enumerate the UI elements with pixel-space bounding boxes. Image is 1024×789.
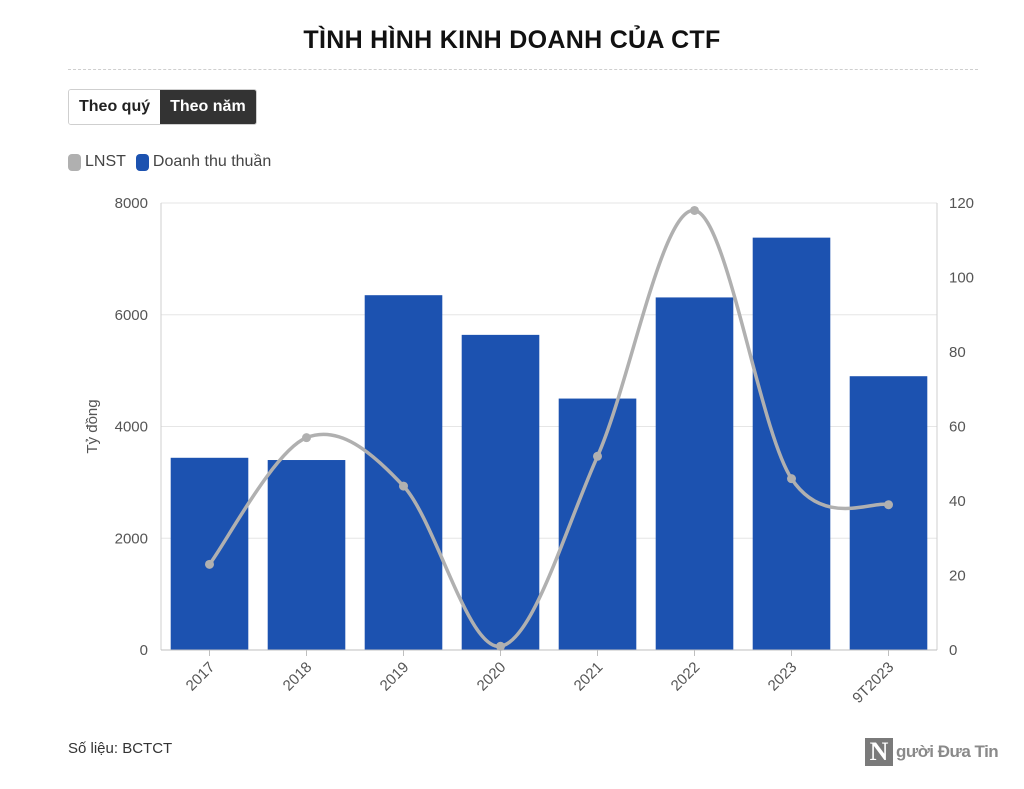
legend-swatch-revenue	[135, 153, 149, 171]
y2-tick-label: 120	[949, 195, 974, 212]
legend-label-lnst: LNST	[85, 153, 126, 170]
lnst-point	[496, 641, 505, 651]
y-axis-label: Tỷ đồng	[84, 399, 101, 453]
source-note: Số liệu: BCTCT	[68, 740, 173, 757]
y-tick-label: 6000	[115, 307, 148, 324]
legend-item-lnst[interactable]: LNST	[68, 153, 126, 171]
x-tick-label: 2019	[377, 659, 413, 695]
y2-tick-label: 60	[949, 419, 966, 436]
y2-tick-label: 0	[949, 642, 957, 659]
period-toggle: Theo quý Theo năm	[68, 89, 257, 125]
bar	[461, 334, 540, 650]
y2-tick-label: 80	[949, 344, 966, 361]
legend-item-revenue[interactable]: Doanh thu thuần	[135, 153, 272, 171]
bar	[170, 457, 249, 650]
bar	[752, 237, 831, 650]
toggle-quarter-button[interactable]: Theo quý	[69, 90, 161, 124]
x-tick-label: 2020	[474, 659, 510, 695]
title-divider	[68, 69, 978, 70]
bar	[267, 460, 346, 650]
x-tick-label: 2023	[765, 659, 801, 695]
y2-tick-label: 100	[949, 270, 974, 287]
chart-legend: LNST Doanh thu thuần	[68, 153, 281, 171]
lnst-point	[787, 474, 796, 484]
brand-logo: N gười Đưa Tin	[865, 737, 999, 767]
y-tick-label: 4000	[115, 419, 148, 436]
x-tick-label: 9T2023	[849, 659, 897, 707]
y-tick-label: 0	[140, 642, 148, 659]
bar	[849, 376, 928, 650]
x-tick-label: 2021	[571, 659, 607, 695]
y-tick-label: 8000	[115, 195, 148, 212]
x-tick-label: 2017	[183, 659, 219, 695]
brand-logo-name: gười Đưa Tin	[896, 742, 999, 761]
chart-title: TÌNH HÌNH KINH DOANH CỦA CTF	[303, 26, 721, 54]
lnst-point	[884, 500, 893, 510]
x-tick-label: 2018	[280, 659, 316, 695]
bar	[655, 297, 734, 650]
legend-swatch-lnst	[68, 153, 81, 171]
x-tick-label: 2022	[668, 659, 704, 695]
lnst-point	[302, 433, 311, 443]
legend-label-revenue: Doanh thu thuần	[152, 153, 272, 170]
lnst-point	[205, 559, 214, 569]
lnst-line	[208, 208, 889, 649]
lnst-point	[399, 481, 408, 491]
toggle-year-button[interactable]: Theo năm	[160, 90, 256, 124]
y-tick-label: 2000	[115, 530, 148, 547]
y2-tick-label: 20	[949, 568, 966, 585]
y2-tick-label: 40	[949, 493, 966, 510]
brand-logo-mark: N	[865, 738, 893, 766]
bar	[364, 295, 443, 650]
lnst-point	[593, 451, 602, 461]
lnst-point	[690, 205, 699, 215]
